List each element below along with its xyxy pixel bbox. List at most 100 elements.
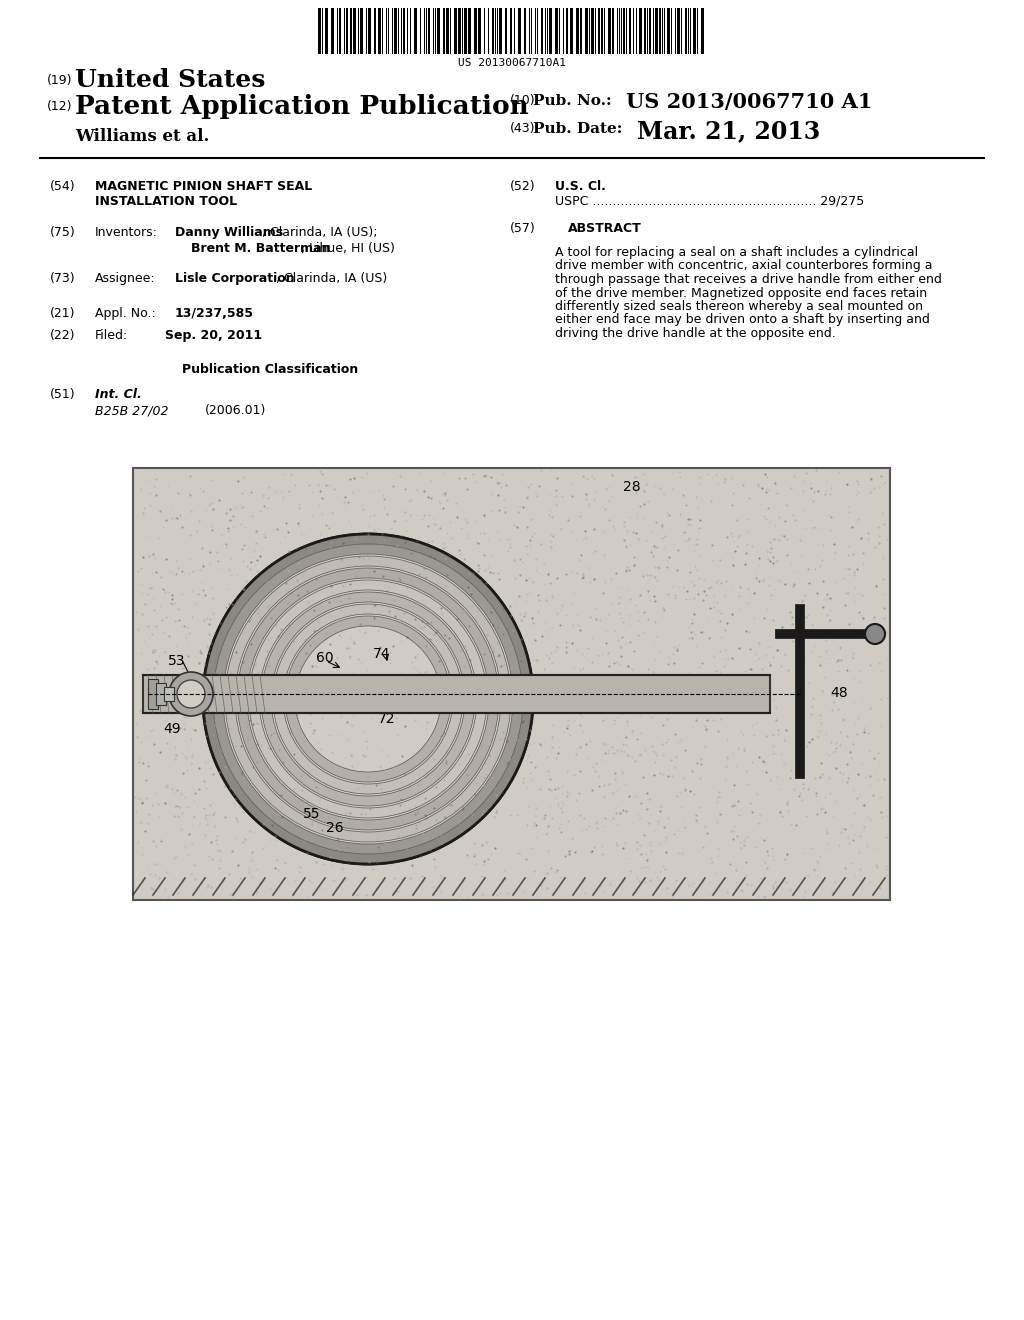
Bar — [549, 8, 552, 54]
Text: of the drive member. Magnetized opposite end faces retain: of the drive member. Magnetized opposite… — [555, 286, 927, 300]
Bar — [541, 8, 543, 54]
Bar — [458, 8, 461, 54]
Text: either end face may be driven onto a shaft by inserting and: either end face may be driven onto a sha… — [555, 314, 930, 326]
Text: (2006.01): (2006.01) — [205, 404, 266, 417]
Bar — [608, 8, 611, 54]
Bar — [437, 8, 440, 54]
Bar — [555, 8, 558, 54]
Text: US 2013/0067710 A1: US 2013/0067710 A1 — [626, 92, 872, 112]
Bar — [339, 8, 341, 54]
Bar — [612, 8, 614, 54]
Bar — [164, 686, 174, 701]
Text: 55: 55 — [303, 807, 321, 821]
Bar — [575, 8, 579, 54]
Bar — [505, 8, 507, 54]
Bar — [655, 8, 658, 54]
Text: Assignee:: Assignee: — [95, 272, 156, 285]
Circle shape — [203, 535, 534, 865]
Circle shape — [865, 624, 885, 644]
Text: Filed:: Filed: — [95, 329, 128, 342]
Bar — [428, 8, 430, 54]
Text: 53: 53 — [168, 653, 185, 668]
Text: Danny Williams: Danny Williams — [175, 226, 283, 239]
Text: MAGNETIC PINION SHAFT SEAL: MAGNETIC PINION SHAFT SEAL — [95, 180, 312, 193]
Text: A tool for replacing a seal on a shaft includes a cylindrical: A tool for replacing a seal on a shaft i… — [555, 246, 919, 259]
Bar — [478, 8, 481, 54]
Bar — [524, 8, 526, 54]
Text: U.S. Cl.: U.S. Cl. — [555, 180, 606, 193]
Text: Lisle Corporation: Lisle Corporation — [175, 272, 295, 285]
Bar — [368, 8, 371, 54]
Text: (54): (54) — [50, 180, 76, 193]
Text: (75): (75) — [50, 226, 76, 239]
Text: (73): (73) — [50, 272, 76, 285]
Bar — [454, 8, 457, 54]
Bar — [570, 8, 573, 54]
Bar — [446, 8, 449, 54]
Bar — [492, 8, 494, 54]
Bar — [474, 8, 477, 54]
Bar — [331, 8, 334, 54]
Text: 13/237,585: 13/237,585 — [175, 308, 254, 319]
Bar — [629, 8, 631, 54]
Bar — [346, 8, 348, 54]
Text: B25B 27/02: B25B 27/02 — [95, 404, 169, 417]
Bar — [677, 8, 680, 54]
Text: Publication Classification: Publication Classification — [182, 363, 358, 376]
Text: ABSTRACT: ABSTRACT — [568, 222, 642, 235]
Bar — [644, 8, 646, 54]
Circle shape — [177, 680, 205, 708]
Text: 28: 28 — [623, 480, 641, 494]
Bar — [639, 8, 642, 54]
Bar — [601, 8, 603, 54]
Bar — [591, 8, 594, 54]
Bar — [693, 8, 696, 54]
Bar — [659, 8, 662, 54]
Text: Mar. 21, 2013: Mar. 21, 2013 — [637, 119, 820, 143]
Bar — [148, 678, 158, 709]
Text: Pub. No.:: Pub. No.: — [534, 94, 611, 108]
Bar — [649, 8, 651, 54]
Text: INSTALLATION TOOL: INSTALLATION TOOL — [95, 195, 238, 209]
Bar — [403, 8, 406, 54]
Text: (21): (21) — [50, 308, 76, 319]
Text: Patent Application Publication: Patent Application Publication — [75, 94, 528, 119]
Text: (51): (51) — [50, 388, 76, 401]
Bar — [667, 8, 670, 54]
Bar — [394, 8, 397, 54]
Bar — [143, 675, 770, 713]
Text: , Clarinda, IA (US);: , Clarinda, IA (US); — [262, 226, 378, 239]
Text: , Clarinda, IA (US): , Clarinda, IA (US) — [276, 272, 387, 285]
Text: US 20130067710A1: US 20130067710A1 — [458, 58, 566, 69]
Text: Sep. 20, 2011: Sep. 20, 2011 — [165, 329, 262, 342]
Bar — [701, 8, 705, 54]
Bar — [685, 8, 687, 54]
Text: Brent M. Batterman: Brent M. Batterman — [191, 242, 331, 255]
Circle shape — [213, 544, 523, 854]
Bar — [133, 469, 890, 900]
Text: (57): (57) — [510, 222, 536, 235]
Bar — [353, 8, 356, 54]
Bar — [156, 682, 166, 705]
Bar — [325, 8, 328, 54]
Text: 60: 60 — [316, 651, 334, 665]
Bar — [598, 8, 600, 54]
Bar — [318, 8, 321, 54]
Text: 72: 72 — [378, 711, 395, 726]
Text: (10): (10) — [510, 94, 536, 107]
Bar — [468, 8, 471, 54]
Text: Int. Cl.: Int. Cl. — [95, 388, 141, 401]
Bar — [374, 8, 376, 54]
Text: 49: 49 — [163, 722, 180, 737]
Text: Inventors:: Inventors: — [95, 226, 158, 239]
Text: (22): (22) — [50, 329, 76, 342]
Text: (52): (52) — [510, 180, 536, 193]
Bar — [443, 8, 445, 54]
Bar — [580, 8, 582, 54]
Text: Pub. Date:: Pub. Date: — [534, 121, 623, 136]
Bar — [623, 8, 625, 54]
Text: Appl. No.:: Appl. No.: — [95, 308, 156, 319]
Text: 48: 48 — [830, 686, 848, 700]
Text: (12): (12) — [47, 100, 73, 114]
Bar — [585, 8, 588, 54]
